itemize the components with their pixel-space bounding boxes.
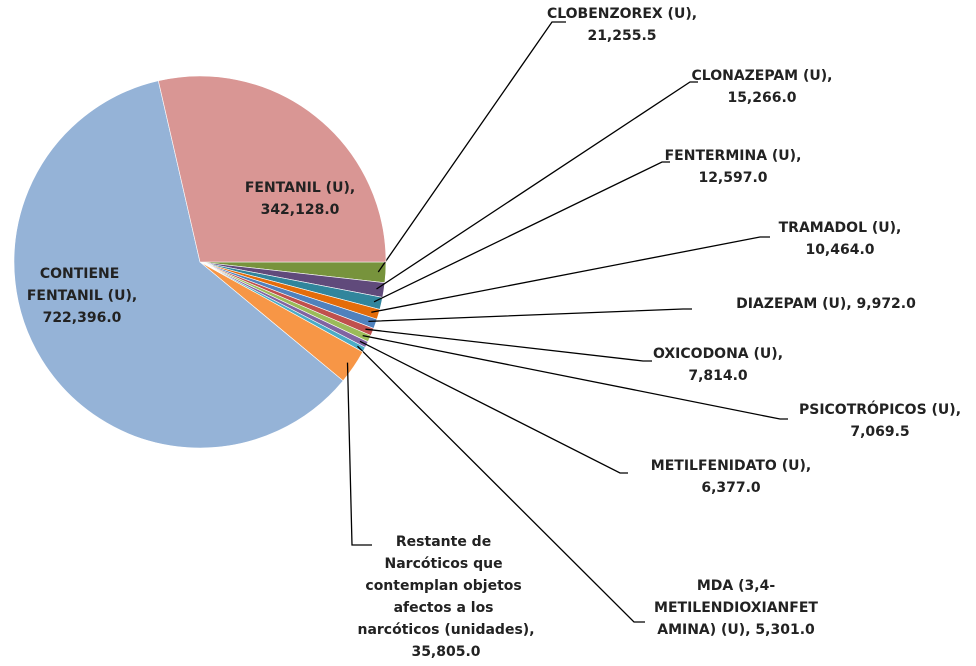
label-part: ,	[132, 288, 137, 304]
label-part: CLONAZEPAM (U)	[692, 68, 828, 84]
label-part: CLOBENZOREX (U)	[547, 6, 692, 22]
label-part: DIAZEPAM (U)	[736, 296, 846, 312]
leader-line	[362, 334, 788, 420]
label-part: contemplan objetos	[365, 578, 526, 594]
label-part: 6,377.0	[701, 480, 761, 496]
leader-line	[377, 21, 566, 273]
label-part: ,	[827, 68, 832, 84]
leader-line	[346, 362, 372, 546]
label-part: 722,396.0	[43, 310, 122, 326]
label-part: FENTANIL (U)	[245, 180, 350, 196]
label-part: 35,805.0	[411, 644, 480, 660]
label-part: PSICOTRÓPICOS (U)	[799, 400, 956, 418]
leader-line	[365, 328, 652, 362]
label-part: afectos a los	[394, 600, 499, 616]
label-part: 7,814.0	[688, 368, 748, 384]
pie-slice	[13, 80, 344, 449]
label-part: FENTERMINA (U)	[665, 148, 796, 164]
label-part: ,	[846, 296, 851, 312]
label-part: AMINA) (U)	[657, 622, 745, 638]
label-part: 342,128.0	[261, 202, 340, 218]
label-part: 21,255.5	[587, 28, 656, 44]
data-label: CLONAZEPAM (U), 15,266.0	[692, 68, 833, 106]
label-part: ,	[745, 622, 750, 638]
label-part: ,	[896, 220, 901, 236]
label-part: 10,464.0	[805, 242, 874, 258]
label-part: ,	[796, 148, 801, 164]
label-part: Restante de	[396, 534, 496, 550]
leader-line	[368, 308, 692, 323]
data-label: FENTANIL (U), 342,128.0	[245, 180, 355, 218]
data-label: Restante de Narcóticos que contemplan ob…	[357, 534, 534, 660]
data-label: FENTERMINA (U), 12,597.0	[665, 148, 802, 186]
label-part: TRAMADOL (U)	[779, 220, 896, 236]
label-part: OXICODONA (U)	[653, 346, 778, 362]
label-part: ,	[350, 180, 355, 196]
data-label: PSICOTRÓPICOS (U), 7,069.5	[799, 400, 961, 440]
pie-slice	[157, 75, 387, 263]
label-part: 9,972.0	[857, 296, 917, 312]
label-part: ,	[692, 6, 697, 22]
label-part: 7,069.5	[850, 424, 909, 440]
data-label: DIAZEPAM (U), 9,972.0	[736, 296, 916, 312]
label-part: MDA (3,4-	[697, 578, 775, 594]
label-part: ,	[529, 622, 534, 638]
label-part: CONTIENE	[40, 266, 124, 282]
data-label: OXICODONA (U), 7,814.0	[653, 346, 783, 384]
leader-line	[357, 345, 645, 623]
data-label: CONTIENE FENTANIL (U), 722,396.0	[27, 266, 137, 326]
data-label: TRAMADOL (U), 10,464.0	[779, 220, 902, 258]
leader-line	[359, 340, 628, 474]
label-part: Narcóticos que	[385, 556, 508, 572]
leader-line	[373, 161, 670, 303]
leader-line	[371, 236, 770, 313]
label-part: 12,597.0	[698, 170, 767, 186]
label-part: METILENDIOXIANFET	[654, 600, 818, 616]
label-part: ,	[806, 458, 811, 474]
label-part: ,	[778, 346, 783, 362]
data-label: CLOBENZOREX (U), 21,255.5	[547, 6, 697, 44]
label-part: narcóticos (unidades)	[357, 622, 529, 638]
label-part: METILFENIDATO (U)	[651, 458, 806, 474]
leader-line	[376, 81, 698, 290]
label-part: 15,266.0	[727, 90, 796, 106]
label-part: FENTANIL (U)	[27, 288, 132, 304]
data-label: MDA (3,4- METILENDIOXIANFET AMINA) (U), 5,…	[654, 578, 818, 638]
label-part: 5,301.0	[755, 622, 815, 638]
label-part: ,	[956, 402, 961, 418]
data-label: METILFENIDATO (U), 6,377.0	[651, 458, 811, 496]
